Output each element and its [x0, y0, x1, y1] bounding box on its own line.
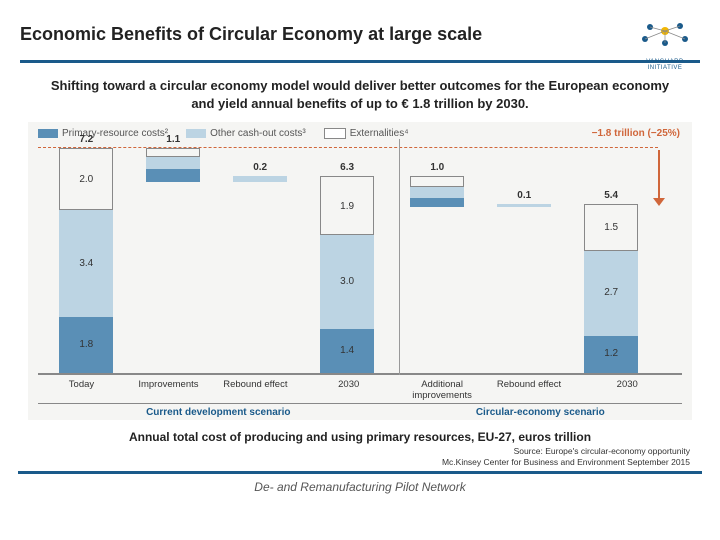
bar-segment — [410, 198, 464, 207]
bar-segment: 2.0 — [59, 148, 113, 211]
segment-value: 1.5 — [585, 222, 637, 233]
segment-value: 2.7 — [584, 287, 638, 298]
column-total: 0.2 — [233, 162, 287, 173]
segment-value: 3.4 — [59, 258, 113, 269]
x-label: Today — [38, 379, 125, 401]
column-total: 1.1 — [146, 134, 200, 145]
segment-value: 3.0 — [320, 276, 374, 287]
column-total: 5.4 — [584, 190, 638, 201]
bar-segment: 1.4 — [320, 329, 374, 373]
bar-segment — [233, 176, 287, 182]
column-total: 1.0 — [410, 162, 464, 173]
source-line-1: Source: Europe's circular-economy opport… — [514, 446, 690, 456]
scenario-labels: Current development scenarioCircular-eco… — [38, 403, 682, 418]
source-text: Source: Europe's circular-economy opport… — [0, 446, 720, 467]
title-row: Economic Benefits of Circular Economy at… — [0, 0, 720, 60]
page-title: Economic Benefits of Circular Economy at… — [20, 24, 630, 45]
segment-value: 1.9 — [321, 201, 373, 212]
bar-segment: 3.0 — [320, 235, 374, 329]
legend-label: Externalities⁴ — [350, 128, 409, 139]
x-label: 2030 — [299, 379, 399, 401]
x-label: Improvements — [125, 379, 212, 401]
column-total: 6.3 — [320, 162, 374, 173]
bar-segment: 1.2 — [584, 336, 638, 374]
column-total: 7.2 — [59, 134, 113, 145]
chart-caption: Annual total cost of producing and using… — [0, 420, 720, 446]
bar-segment: 3.4 — [59, 210, 113, 317]
delta-arrow — [653, 150, 665, 206]
source-line-2: Mc.Kinsey Center for Business and Enviro… — [442, 457, 690, 467]
baseline — [38, 373, 682, 375]
logo-label: VANGUARD INITIATIVE — [630, 59, 700, 71]
bar-segment: 1.5 — [584, 204, 638, 251]
logo: VANGUARD INITIATIVE — [630, 14, 700, 54]
segment-value: 2.0 — [60, 174, 112, 185]
segment-value: 1.8 — [59, 339, 113, 350]
bar-segment: 1.9 — [320, 176, 374, 236]
plot-area: 1.83.42.07.21.10.21.43.01.96.31.00.11.22… — [38, 143, 682, 375]
network-icon — [630, 14, 700, 54]
x-label: Rebound effect — [486, 379, 573, 401]
chart: Primary-resource costs²Other cash-out co… — [28, 122, 692, 420]
scenario-label: Circular-economy scenario — [399, 407, 682, 418]
legend-item: Other cash-out costs³ — [186, 128, 306, 139]
bar-segment — [497, 204, 551, 207]
bar-segment — [410, 187, 464, 198]
segment-value: 1.2 — [584, 348, 638, 359]
x-label: 2030 — [573, 379, 682, 401]
x-label: Rebound effect — [212, 379, 299, 401]
bar-segment: 2.7 — [584, 251, 638, 336]
bar-segment — [410, 176, 464, 187]
column-total: 0.1 — [497, 190, 551, 201]
subtitle: Shifting toward a circular economy model… — [0, 63, 720, 122]
scenario-divider — [399, 139, 400, 375]
bar-segment — [146, 157, 200, 170]
bar-segment — [146, 148, 200, 157]
bar-segment: 1.8 — [59, 317, 113, 373]
bar-segment — [146, 169, 200, 182]
footer-text: De- and Remanufacturing Pilot Network — [0, 474, 720, 494]
reference-line — [38, 147, 658, 148]
slide: Economic Benefits of Circular Economy at… — [0, 0, 720, 540]
x-axis-labels: TodayImprovementsRebound effect2030Addit… — [28, 375, 692, 401]
legend-label: Other cash-out costs³ — [210, 128, 306, 139]
legend-item: Externalities⁴ — [324, 128, 409, 139]
delta-annotation: −1.8 trillion (−25%) — [592, 128, 680, 139]
scenario-label: Current development scenario — [38, 407, 399, 418]
x-label: Additional improvements — [399, 379, 486, 401]
segment-value: 1.4 — [320, 345, 374, 356]
